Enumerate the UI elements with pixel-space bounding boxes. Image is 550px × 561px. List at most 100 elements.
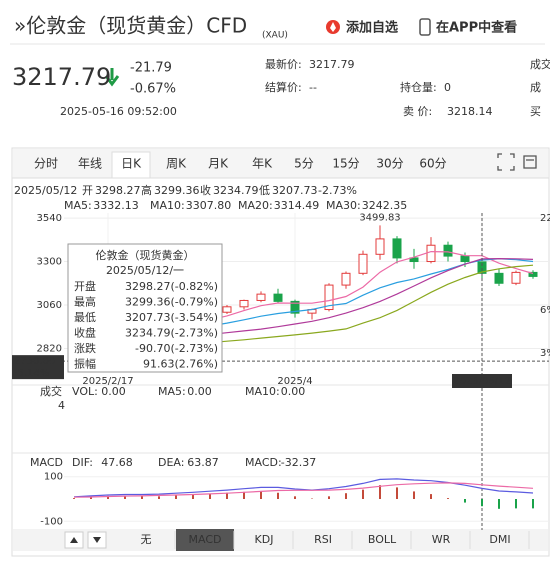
x-tick-label: 2025/4 [277,376,312,387]
macd-legend-name: DIF: [72,456,93,469]
period-tab[interactable]: 日K [121,157,142,171]
field-label: 持仓量: [400,80,437,94]
macd-bar [532,499,534,509]
candle-body [324,284,334,311]
tooltip-title: 伦敦金（现货黄金） [96,248,195,262]
candle-body [239,299,249,308]
macd-bar [362,489,364,499]
macd-bar [294,496,296,499]
macd-bar [345,493,347,499]
period-tab[interactable]: 60分 [419,157,446,171]
vol-legend-value: 0.00 [187,385,212,398]
ma-legend-value: 3307.80 [186,199,232,212]
settings-icon[interactable] [523,155,537,169]
candle-body [341,272,351,286]
info-value: 3298.27 [95,184,141,197]
macd-bar [107,495,109,499]
tooltip-date: 2025/05/12/一 [106,264,184,277]
indicator-tab[interactable]: KDJ [255,533,274,546]
tooltip-label: 振幅 [74,357,96,371]
macd-bar [277,492,279,499]
right-axis-label: 3% [540,348,550,359]
field-label: 成 [530,81,541,94]
tooltip-value: 3207.73(-3.54%) [125,311,218,324]
macd-bar [430,494,432,499]
period-tab[interactable]: 30分 [376,157,403,171]
x-tick-label: 2025/05/12 [453,376,511,387]
macd-bar [158,496,160,499]
candle-body [358,253,368,274]
add-icon-flame [330,22,336,32]
y-tick-label: 2820 [37,343,62,354]
macd-bar [396,487,398,499]
macd-label: MACD [30,456,63,469]
candle-body [426,244,436,263]
page-title: »伦敦金（现货黄金）CFD [14,14,247,38]
ma-legend-value: 3242.35 [362,199,408,212]
period-tab[interactable]: 15分 [332,157,359,171]
high-label: 3499.83 [359,212,400,223]
candle-body [443,244,453,257]
indicator-tab[interactable]: RSI [314,533,332,546]
indicator-tab[interactable]: BOLL [368,533,397,546]
field-value: -- [309,81,317,94]
macd-bar [413,491,415,499]
info-label: 高 [141,183,152,197]
macd-bar [515,499,517,509]
crosshair-value: 2750.00 [14,356,55,367]
up-glyph [70,537,78,543]
macd-bar [464,499,466,503]
period-tab[interactable]: 年线 [78,157,102,171]
macd-bar [90,496,92,499]
macd-bar [73,498,75,499]
macd-bar [498,499,500,509]
period-tab[interactable]: 周K [166,157,187,171]
macd-legend-value: -32.37 [281,456,316,469]
indicator-tab[interactable]: 无 [141,533,152,546]
macd-bar [141,496,143,499]
indicator-tab[interactable]: MACD [189,533,222,546]
x-tick-label: 2025/2/17 [82,376,133,387]
info-change: -2.73% [318,184,357,197]
period-tab[interactable]: 分时 [34,157,58,171]
candle-body [375,238,385,255]
candle-body [494,272,504,284]
indicator-tab[interactable]: DMI [489,533,510,546]
period-tab[interactable]: 年K [252,157,273,171]
crosshair-label-bg [12,355,64,380]
volume-tick: 4 [58,399,65,412]
open-app[interactable]: 在APP中查看 [436,20,517,36]
indicator-tab[interactable]: WR [432,533,451,546]
info-label: 开 [82,184,93,197]
field-label: 最新价: [265,57,302,71]
period-tab[interactable]: 5分 [294,157,314,171]
period-tab[interactable]: 月K [208,157,229,171]
field-label: 买 [530,105,541,118]
symbol-code: (XAU) [262,31,288,41]
tooltip-value: 3298.27(-0.82%) [125,280,218,293]
tooltip-label: 涨跌 [74,341,96,355]
tooltip-label: 最低 [74,311,96,324]
ma-legend-value: 3332.13 [93,199,139,212]
quote-time: 2025-05-16 09:52:00 [60,105,177,118]
info-date: 2025/05/12 [14,184,77,197]
right-axis-label: 6% [540,305,550,316]
vol-legend-value: 0.00 [281,385,306,398]
vol-legend-name: MA10: [245,385,280,398]
field-value: 3217.79 [309,58,355,71]
phone-icon[interactable] [419,18,431,36]
field-value: 0 [444,81,451,94]
candle-body [409,257,419,263]
candle-body [460,255,470,263]
chart-panel [11,147,550,557]
fullscreen-icon[interactable] [497,153,515,171]
macd-legend-name: MACD: [245,456,282,469]
active-indicator [176,529,234,551]
candle-body [273,293,283,302]
tooltip-label: 收盘 [74,326,96,340]
ma-legend-name: MA20: [238,199,273,212]
add-watchlist[interactable]: 添加自选 [346,20,398,36]
field-label: 成交 [530,57,550,71]
info-value: 3234.79 [213,184,259,197]
macd-bar [447,498,449,499]
